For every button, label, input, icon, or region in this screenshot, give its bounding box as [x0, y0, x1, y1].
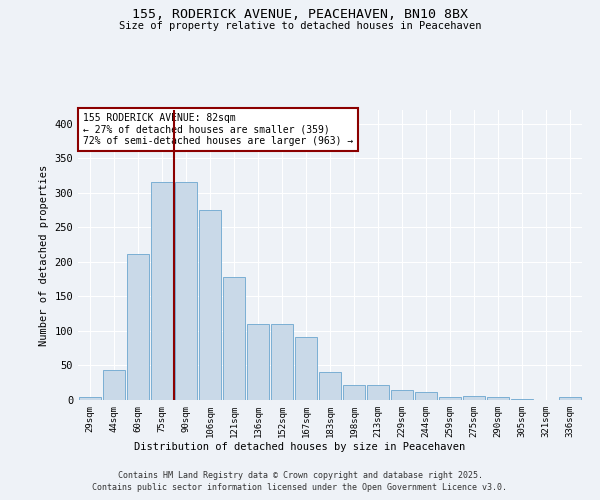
Bar	[295, 337, 317, 400]
Bar	[559, 396, 581, 400]
Bar	[103, 370, 125, 400]
Bar	[367, 385, 389, 400]
Bar	[151, 182, 173, 400]
Bar	[127, 254, 149, 400]
Bar	[511, 398, 533, 400]
Text: Contains HM Land Registry data © Crown copyright and database right 2025.: Contains HM Land Registry data © Crown c…	[118, 471, 482, 480]
Bar	[319, 372, 341, 400]
Bar	[463, 396, 485, 400]
Bar	[343, 385, 365, 400]
Bar	[79, 396, 101, 400]
Bar	[271, 324, 293, 400]
Bar	[199, 210, 221, 400]
Text: 155 RODERICK AVENUE: 82sqm
← 27% of detached houses are smaller (359)
72% of sem: 155 RODERICK AVENUE: 82sqm ← 27% of deta…	[83, 113, 353, 146]
Bar	[247, 324, 269, 400]
Text: Contains public sector information licensed under the Open Government Licence v3: Contains public sector information licen…	[92, 484, 508, 492]
Text: Size of property relative to detached houses in Peacehaven: Size of property relative to detached ho…	[119, 21, 481, 31]
Y-axis label: Number of detached properties: Number of detached properties	[39, 164, 49, 346]
Bar	[415, 392, 437, 400]
Bar	[223, 277, 245, 400]
Bar	[175, 182, 197, 400]
Text: 155, RODERICK AVENUE, PEACEHAVEN, BN10 8BX: 155, RODERICK AVENUE, PEACEHAVEN, BN10 8…	[132, 8, 468, 20]
Bar	[487, 396, 509, 400]
Bar	[439, 396, 461, 400]
Bar	[391, 390, 413, 400]
Text: Distribution of detached houses by size in Peacehaven: Distribution of detached houses by size …	[134, 442, 466, 452]
